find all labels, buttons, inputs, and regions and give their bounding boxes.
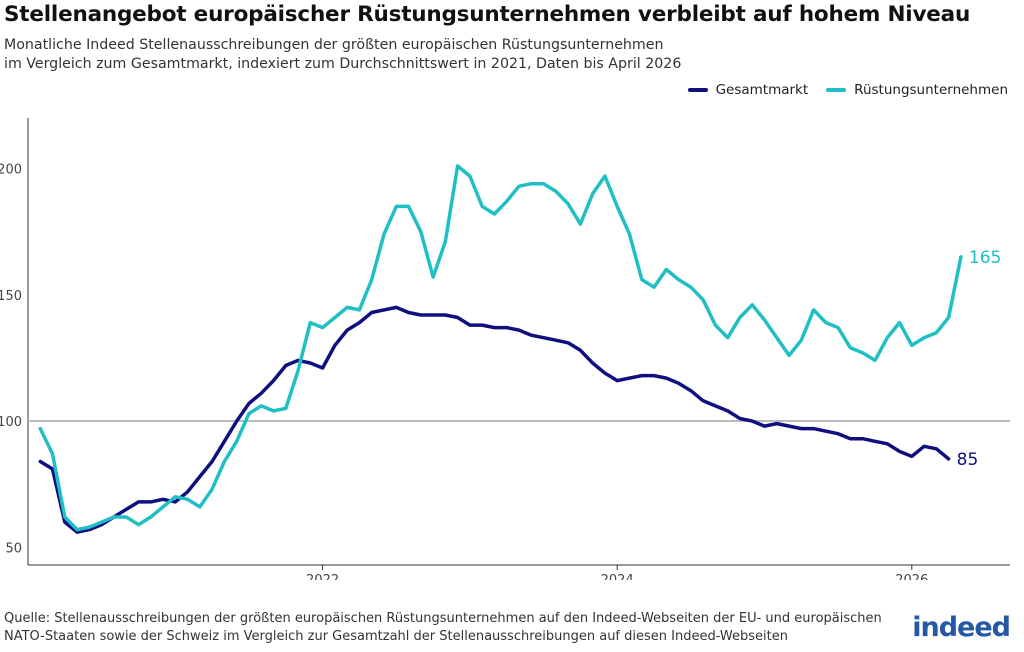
x-tick-label: 2022 [306,573,339,580]
chart-title: Stellenangebot europäischer Rüstungsunte… [4,2,971,27]
y-tick-label: 200 [0,163,22,178]
legend-label-ruestung: Rüstungsunternehmen [854,82,1008,98]
source-note: Quelle: Stellenausschreibungen der größt… [4,610,914,646]
y-tick-label: 100 [0,415,22,430]
series-line-ruestung [38,164,963,532]
series-line-gesamtmarkt [38,305,951,534]
line-chart: 50 100 150 200 2022 2024 2026 85 165 [0,118,1010,580]
x-tick-label: 2026 [895,573,928,580]
legend-item-ruestung: Rüstungsunternehmen [826,82,1008,98]
legend-label-gesamtmarkt: Gesamtmarkt [715,82,809,98]
end-label-ruestung: 165 [969,248,1001,268]
legend-item-gesamtmarkt: Gesamtmarkt [687,82,809,98]
legend-swatch-ruestung [826,88,847,92]
y-tick-label: 150 [0,289,22,304]
source-line-1: Quelle: Stellenausschreibungen der größt… [4,611,882,626]
legend-swatch-gesamtmarkt [687,88,708,92]
end-label-gesamtmarkt: 85 [957,450,979,470]
chart-subtitle: Monatliche Indeed Stellenausschreibungen… [4,36,724,74]
source-line-2: NATO-Staaten sowie der Schweiz im Vergle… [4,629,788,644]
y-tick-label: 50 [5,541,22,556]
indeed-logo: indeed [912,612,1011,643]
subtitle-line-1: Monatliche Indeed Stellenausschreibungen… [4,37,664,53]
legend: Gesamtmarkt Rüstungsunternehmen [670,82,1008,98]
subtitle-line-2: im Vergleich zum Gesamtmarkt, indexiert … [4,56,682,72]
x-tick-label: 2024 [601,573,634,580]
